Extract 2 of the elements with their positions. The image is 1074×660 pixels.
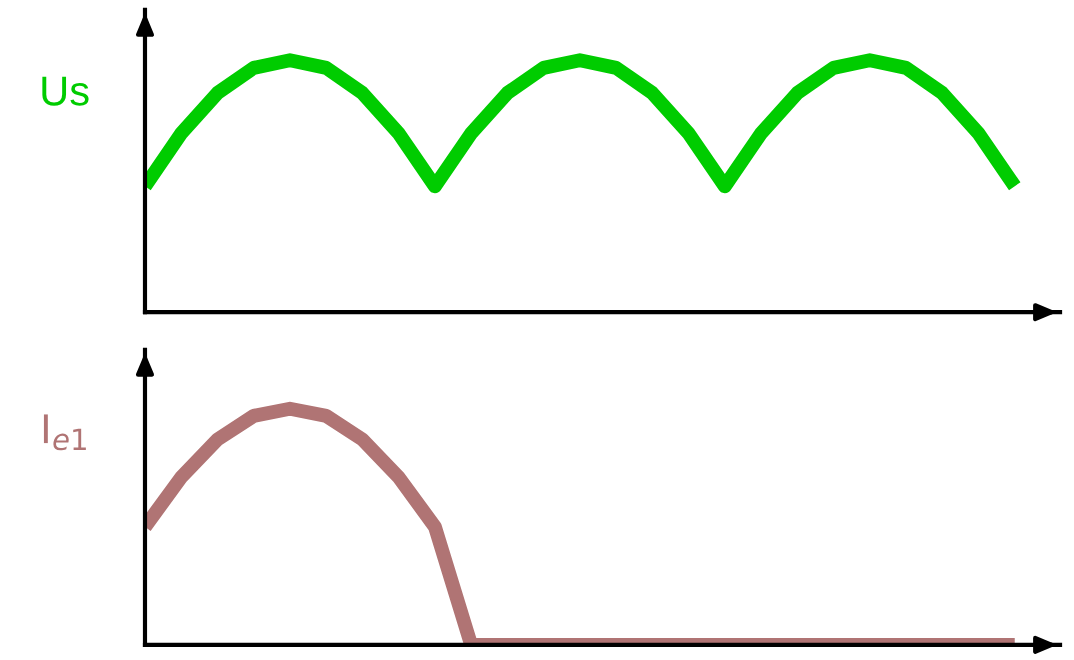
y-axis-title: Us: [42, 76, 89, 106]
y-axis-title: I$_{e1}$: [43, 414, 86, 451]
